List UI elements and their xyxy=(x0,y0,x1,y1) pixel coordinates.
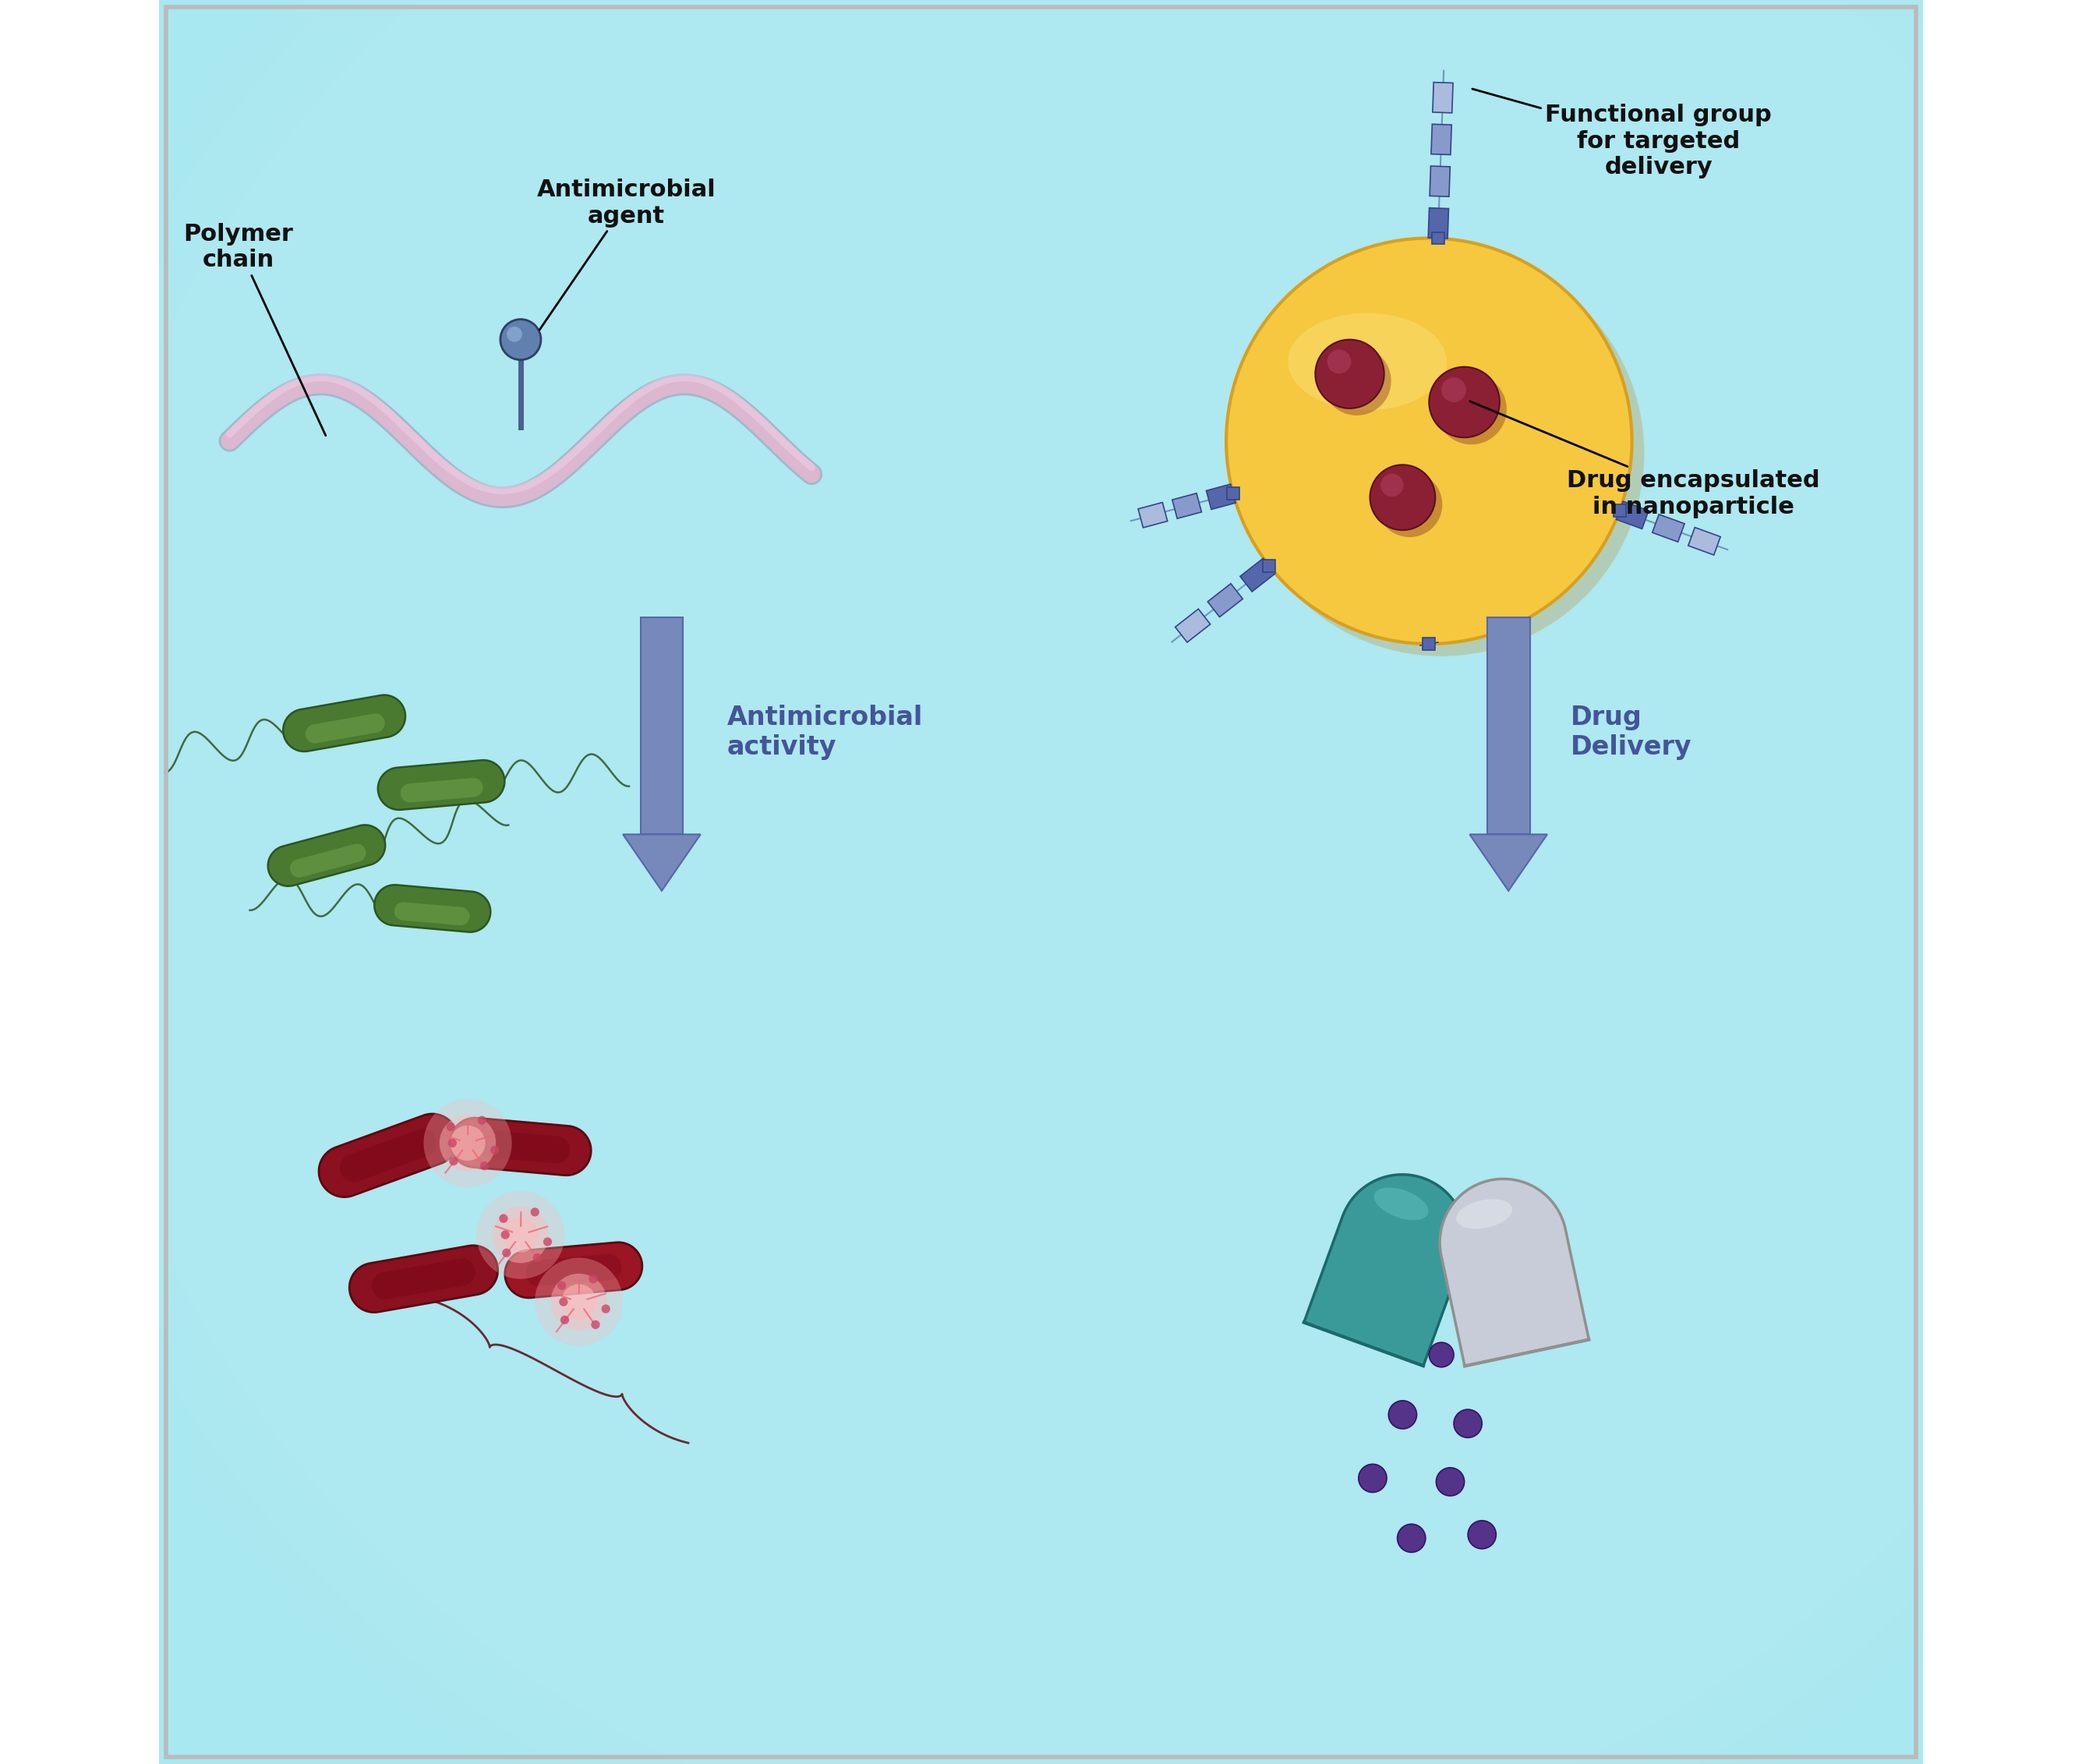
Polygon shape xyxy=(1653,515,1684,542)
Circle shape xyxy=(489,1145,500,1154)
Circle shape xyxy=(446,1122,456,1131)
Circle shape xyxy=(1380,475,1403,496)
Bar xyxy=(1614,505,1626,517)
Bar xyxy=(1226,487,1239,499)
Text: Antimicrobial
activity: Antimicrobial activity xyxy=(727,704,922,760)
Circle shape xyxy=(1360,1464,1387,1492)
Text: Functional group
for targeted
delivery: Functional group for targeted delivery xyxy=(1472,88,1772,178)
Polygon shape xyxy=(1616,501,1649,529)
Polygon shape xyxy=(393,901,471,926)
Circle shape xyxy=(1322,346,1391,415)
Polygon shape xyxy=(283,695,406,751)
Circle shape xyxy=(1389,1401,1416,1429)
Circle shape xyxy=(558,1281,566,1289)
Polygon shape xyxy=(379,760,504,810)
Circle shape xyxy=(1226,238,1632,644)
Polygon shape xyxy=(506,1242,641,1298)
Text: Polymer
chain: Polymer chain xyxy=(183,222,325,436)
Circle shape xyxy=(481,1161,489,1170)
Bar xyxy=(1264,559,1276,572)
Circle shape xyxy=(477,1191,564,1279)
Bar xyxy=(641,617,683,834)
Polygon shape xyxy=(289,843,366,877)
Circle shape xyxy=(562,1284,595,1319)
Circle shape xyxy=(439,1115,496,1171)
Polygon shape xyxy=(1428,208,1449,238)
Circle shape xyxy=(591,1319,600,1328)
Circle shape xyxy=(448,1140,456,1148)
Polygon shape xyxy=(350,1245,498,1312)
Circle shape xyxy=(535,1258,623,1346)
Polygon shape xyxy=(1174,609,1210,642)
Circle shape xyxy=(423,1099,512,1187)
Circle shape xyxy=(1326,349,1351,374)
Polygon shape xyxy=(1441,1178,1589,1365)
Polygon shape xyxy=(319,1113,458,1198)
Text: Drug encapsulated
in nanoparticle: Drug encapsulated in nanoparticle xyxy=(1470,400,1820,519)
Circle shape xyxy=(1453,1409,1482,1438)
Polygon shape xyxy=(373,1258,475,1300)
Circle shape xyxy=(1428,367,1499,437)
Circle shape xyxy=(500,1214,508,1222)
Polygon shape xyxy=(1689,527,1720,556)
Polygon shape xyxy=(1205,483,1235,510)
Polygon shape xyxy=(306,714,385,743)
Circle shape xyxy=(531,1208,539,1217)
Circle shape xyxy=(500,319,541,360)
Circle shape xyxy=(560,1316,568,1325)
Circle shape xyxy=(450,1125,485,1161)
Polygon shape xyxy=(1430,123,1451,155)
Circle shape xyxy=(602,1304,610,1312)
Circle shape xyxy=(589,1275,598,1284)
Circle shape xyxy=(1468,1521,1497,1549)
Circle shape xyxy=(1397,1524,1426,1552)
Circle shape xyxy=(1316,339,1385,407)
Polygon shape xyxy=(623,834,700,891)
Circle shape xyxy=(477,1117,487,1125)
Circle shape xyxy=(450,1157,458,1166)
Polygon shape xyxy=(1420,642,1439,646)
Polygon shape xyxy=(1303,1175,1466,1365)
Polygon shape xyxy=(525,1254,623,1286)
Polygon shape xyxy=(1455,1200,1512,1230)
Polygon shape xyxy=(269,826,385,886)
Circle shape xyxy=(502,1231,510,1240)
Polygon shape xyxy=(1172,494,1201,519)
Circle shape xyxy=(504,1217,539,1252)
Polygon shape xyxy=(1374,1187,1428,1221)
Polygon shape xyxy=(1241,557,1274,591)
Circle shape xyxy=(502,1249,510,1258)
Polygon shape xyxy=(450,1118,591,1175)
Text: Antimicrobial
agent: Antimicrobial agent xyxy=(537,178,716,330)
Circle shape xyxy=(1441,377,1466,402)
Circle shape xyxy=(550,1274,608,1330)
Circle shape xyxy=(493,1207,550,1263)
Circle shape xyxy=(1376,471,1443,538)
Polygon shape xyxy=(1208,584,1243,617)
Circle shape xyxy=(543,1237,552,1245)
Circle shape xyxy=(560,1298,568,1307)
Bar xyxy=(1432,231,1445,243)
Polygon shape xyxy=(1430,166,1449,196)
Polygon shape xyxy=(339,1129,437,1182)
Circle shape xyxy=(1370,464,1434,529)
Circle shape xyxy=(506,326,523,342)
Polygon shape xyxy=(1470,834,1547,891)
Bar xyxy=(1487,617,1530,834)
Text: Drug
Delivery: Drug Delivery xyxy=(1570,704,1691,760)
Circle shape xyxy=(1437,374,1507,445)
Polygon shape xyxy=(375,886,491,931)
Circle shape xyxy=(1239,250,1645,656)
Ellipse shape xyxy=(1289,312,1447,411)
Polygon shape xyxy=(1139,503,1168,527)
Polygon shape xyxy=(400,778,483,803)
Circle shape xyxy=(533,1252,541,1261)
Circle shape xyxy=(1428,1342,1453,1367)
Polygon shape xyxy=(471,1131,570,1162)
Circle shape xyxy=(1437,1468,1464,1496)
Polygon shape xyxy=(1432,83,1453,113)
Bar xyxy=(1422,637,1434,651)
